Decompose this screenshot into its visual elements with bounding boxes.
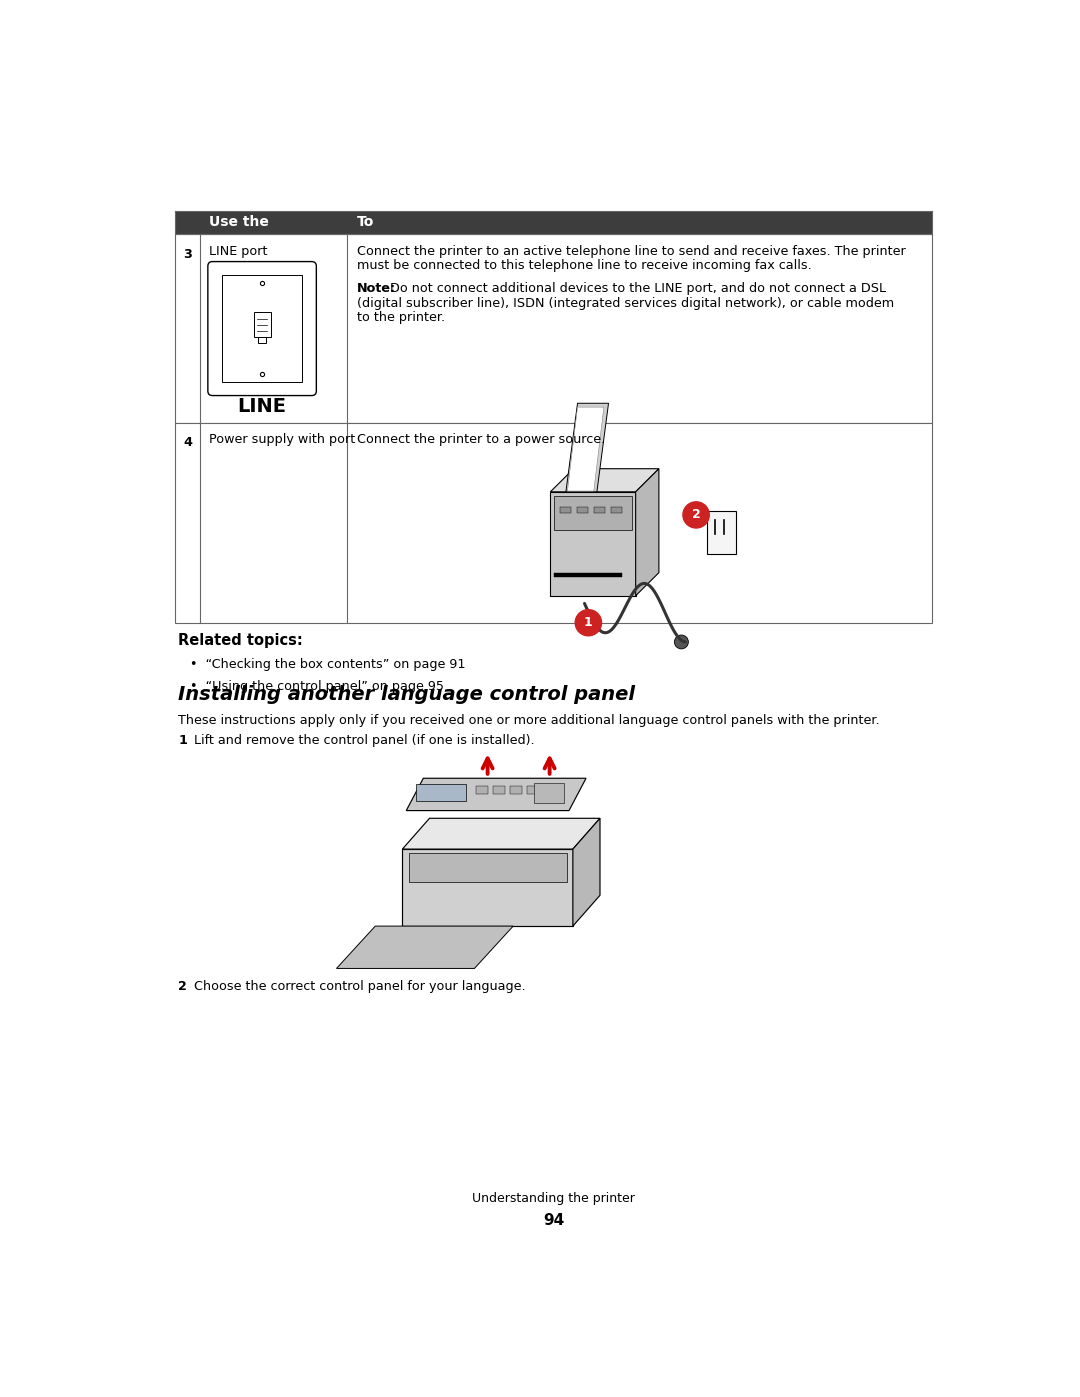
Text: Installing another language control panel: Installing another language control pane…: [178, 685, 635, 704]
Polygon shape: [572, 819, 600, 926]
Text: 2: 2: [178, 979, 187, 993]
Text: 4: 4: [184, 436, 192, 450]
Polygon shape: [551, 469, 659, 492]
Polygon shape: [567, 407, 604, 490]
Text: •  “Using the control panel” on page 95: • “Using the control panel” on page 95: [190, 680, 444, 693]
Bar: [544, 787, 556, 793]
Text: 3: 3: [184, 247, 192, 261]
Bar: [175, 233, 932, 422]
Bar: [175, 211, 932, 233]
Bar: [535, 782, 564, 803]
Text: LINE port: LINE port: [210, 244, 268, 257]
Text: (digital subscriber line), ISDN (integrated services digital network), or cable : (digital subscriber line), ISDN (integra…: [356, 296, 894, 310]
Text: Understanding the printer: Understanding the printer: [472, 1192, 635, 1204]
Text: must be connected to this telephone line to receive incoming fax calls.: must be connected to this telephone line…: [356, 258, 811, 272]
Bar: [510, 787, 522, 793]
Text: Connect the printer to an active telephone line to send and receive faxes. The p: Connect the printer to an active telepho…: [356, 244, 905, 257]
Bar: [554, 496, 632, 531]
Bar: [175, 422, 932, 623]
Polygon shape: [406, 778, 586, 810]
Text: Related topics:: Related topics:: [178, 633, 303, 648]
FancyBboxPatch shape: [207, 261, 316, 395]
Bar: [577, 507, 588, 513]
Text: Lift and remove the control panel (if one is installed).: Lift and remove the control panel (if on…: [194, 733, 535, 746]
Text: These instructions apply only if you received one or more additional language co: These instructions apply only if you rec…: [178, 714, 880, 728]
Text: Use the: Use the: [210, 215, 269, 229]
Bar: [707, 511, 737, 555]
Bar: [221, 275, 302, 381]
Bar: [494, 787, 504, 793]
Text: Choose the correct control panel for your language.: Choose the correct control panel for you…: [194, 979, 526, 993]
Polygon shape: [551, 492, 636, 595]
Bar: [408, 854, 567, 882]
Circle shape: [674, 636, 688, 648]
Bar: [559, 507, 570, 513]
Circle shape: [683, 502, 710, 528]
Text: 2: 2: [691, 509, 701, 521]
Text: to the printer.: to the printer.: [356, 312, 445, 324]
Polygon shape: [566, 404, 608, 492]
Text: 94: 94: [543, 1214, 564, 1228]
Polygon shape: [403, 849, 572, 926]
Bar: [611, 507, 622, 513]
Polygon shape: [337, 926, 513, 968]
Text: •  “Checking the box contents” on page 91: • “Checking the box contents” on page 91: [190, 658, 465, 671]
Bar: [254, 313, 271, 337]
Text: Connect the printer to a power source.: Connect the printer to a power source.: [356, 433, 605, 446]
Bar: [527, 787, 539, 793]
Text: Note:: Note:: [356, 282, 395, 295]
Bar: [476, 787, 488, 793]
Polygon shape: [636, 469, 659, 595]
Text: Do not connect additional devices to the LINE port, and do not connect a DSL: Do not connect additional devices to the…: [387, 282, 886, 295]
Bar: [554, 573, 622, 577]
Bar: [594, 507, 605, 513]
Text: 1: 1: [584, 616, 593, 629]
Text: 1: 1: [178, 733, 187, 746]
Bar: [258, 337, 266, 344]
Bar: [416, 784, 465, 802]
Text: To: To: [356, 215, 374, 229]
Text: LINE: LINE: [238, 397, 286, 416]
Text: Power supply with port: Power supply with port: [210, 433, 355, 446]
Circle shape: [576, 609, 602, 636]
Polygon shape: [403, 819, 600, 849]
